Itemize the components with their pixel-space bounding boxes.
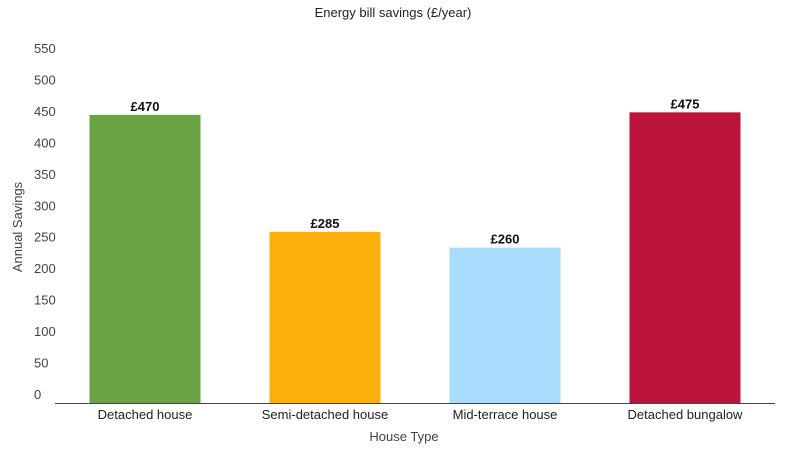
y-tick-label: 550 xyxy=(34,41,56,56)
y-tick-label: 0 xyxy=(34,387,41,402)
x-axis-label: House Type xyxy=(369,429,438,444)
data-label: £475 xyxy=(671,96,700,111)
bar xyxy=(269,231,381,403)
bar xyxy=(629,112,741,404)
data-label: £470 xyxy=(131,99,160,114)
bar xyxy=(89,114,201,403)
y-tick-label: 150 xyxy=(34,293,56,308)
y-tick-label: 200 xyxy=(34,261,56,276)
y-tick-label: 100 xyxy=(34,324,56,339)
y-tick-label: 500 xyxy=(34,72,56,87)
bar xyxy=(449,247,561,403)
data-label: £260 xyxy=(491,232,520,247)
y-tick-label: 50 xyxy=(34,356,48,371)
x-tick-label: Detached bungalow xyxy=(628,407,744,422)
data-label: £285 xyxy=(311,216,340,231)
y-tick-label: 350 xyxy=(34,167,56,182)
x-tick-label: Detached house xyxy=(98,407,193,422)
y-axis-label: Annual Savings xyxy=(10,181,25,272)
x-tick-label: Mid-terrace house xyxy=(453,407,558,422)
y-tick-label: 300 xyxy=(34,198,56,213)
y-tick-label: 450 xyxy=(34,104,56,119)
x-axis-category-labels: Detached house Semi-detached house Mid-ter… xyxy=(98,407,743,422)
bars xyxy=(89,112,741,404)
y-axis-ticks: 0 50 100 150 200 250 300 350 400 450 500 550 xyxy=(34,41,56,402)
y-tick-label: 250 xyxy=(34,230,56,245)
chart-title: Energy bill savings (£/year) xyxy=(315,5,472,20)
y-tick-label: 400 xyxy=(34,135,56,150)
data-labels: £470 £285 £260 £475 xyxy=(131,96,700,246)
x-tick-label: Semi-detached house xyxy=(262,407,388,422)
